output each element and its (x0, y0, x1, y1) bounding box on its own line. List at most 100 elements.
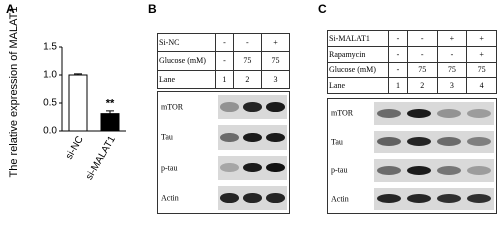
blot-row: mTOR (328, 99, 496, 128)
band (467, 165, 491, 175)
table-row: Glucose (mM) -75 75 75 (327, 61, 497, 79)
band (377, 108, 401, 118)
blot: mTOR Tau p-tau Actin (327, 98, 497, 214)
band (467, 137, 491, 147)
table-cell: 75 (260, 51, 291, 71)
blot-strip (374, 187, 494, 210)
table-row: Rapamycin - - - + (327, 45, 497, 63)
table-cell: - (388, 61, 408, 79)
band (467, 194, 491, 204)
table-cell: - (388, 45, 408, 63)
y-tick-label: 0.5 (43, 98, 57, 109)
table-cell: 2 (232, 69, 262, 90)
panel-label: A (6, 2, 15, 16)
table-cell: 2 (406, 77, 438, 94)
blot-label: Actin (331, 194, 349, 204)
table-cell: Lane (157, 69, 216, 90)
table-cell: 1 (215, 69, 234, 90)
table-cell: Lane (327, 77, 389, 94)
blot-strip (218, 125, 287, 150)
blot-strip (374, 102, 494, 125)
y-tick-label: 1.0 (43, 70, 57, 81)
blot-row: Tau (328, 128, 496, 157)
bar (100, 113, 120, 132)
table-cell: 75 (436, 61, 468, 79)
blot-row: Actin (328, 185, 496, 214)
figure: A The relative expression of MALAT1 0.0 0… (6, 2, 497, 214)
band (266, 193, 285, 203)
band (220, 102, 239, 112)
blot: mTOR Tau p-tau Actin (157, 91, 290, 214)
panel-label: C (318, 2, 327, 16)
table-cell: - (215, 32, 234, 53)
band (243, 132, 262, 143)
blot-strip (218, 155, 287, 180)
table-row: Si-NC - - + (157, 32, 291, 53)
band (266, 102, 285, 112)
condition-table: Si-MALAT1- - + + Rapamycin - - - + Glucose (mM) -7… (327, 30, 497, 94)
band (243, 162, 262, 173)
band (377, 165, 401, 175)
blot-label: p-tau (161, 163, 178, 173)
band (266, 162, 285, 173)
condition-table: Si-NC - - + Glucose (mM) -75 75 Lane 1 2 3 (157, 32, 291, 90)
table-cell: Glucose (mM) (157, 51, 216, 71)
error-bar (74, 73, 82, 75)
table-row: Glucose (mM) -75 75 (157, 51, 291, 71)
table-cell: + (466, 45, 497, 63)
band (377, 137, 401, 147)
table-cell: - (436, 45, 468, 63)
table-cell: Rapamycin (327, 45, 389, 63)
blot-label: Tau (161, 132, 173, 142)
table-row: Lane 1 2 3 (157, 69, 291, 90)
table-cell: - (215, 51, 234, 71)
table-row: Si-MALAT1- - + + (327, 30, 497, 47)
y-axis-label: The relative expression of MALAT1 (8, 7, 20, 178)
band (407, 137, 431, 147)
band (220, 162, 239, 173)
y-tick-label: 0.0 (43, 126, 57, 137)
band (437, 194, 461, 204)
blot-strip (374, 130, 494, 153)
table-cell: - (232, 32, 262, 53)
blot-label: mTOR (331, 108, 354, 118)
table-cell: 4 (466, 77, 497, 94)
table-cell: + (436, 30, 468, 47)
table-row: Lane 1 2 3 4 (327, 77, 497, 94)
band (220, 193, 239, 203)
table-cell: 75 (406, 61, 438, 79)
table-cell: + (466, 30, 497, 47)
band (407, 194, 431, 204)
error-bar (106, 110, 114, 114)
blot-strip (374, 159, 494, 182)
blot-row: p-tau (328, 156, 496, 185)
table-cell: + (260, 32, 291, 53)
table-cell: Glucose (mM) (327, 61, 389, 79)
blot-label: p-tau (331, 165, 348, 175)
annotation: ** (106, 98, 115, 110)
band (220, 132, 239, 143)
table-cell: 1 (388, 77, 408, 94)
y-tick-label: 1.5 (43, 42, 57, 53)
band (467, 108, 491, 118)
blot-row: Actin (158, 183, 289, 213)
band (407, 108, 431, 118)
blot-row: mTOR (158, 92, 289, 122)
blot-label: Tau (331, 137, 343, 147)
x-tick-label: si-MALAT1 (84, 134, 118, 182)
band (377, 194, 401, 204)
blot-row: Tau (158, 122, 289, 152)
band (243, 102, 262, 112)
blot-row: p-tau (158, 153, 289, 183)
table-cell: - (406, 45, 438, 63)
x-tick-label: si-NC (64, 134, 86, 161)
table-cell: 75 (232, 51, 262, 71)
table-cell: Si-MALAT1 (327, 30, 389, 47)
panel-label: B (148, 2, 157, 16)
chart: A The relative expression of MALAT1 0.0 0… (6, 2, 126, 182)
table-cell: Si-NC (157, 32, 216, 53)
band (437, 108, 461, 118)
band (243, 193, 262, 203)
band (407, 165, 431, 175)
band (437, 165, 461, 175)
